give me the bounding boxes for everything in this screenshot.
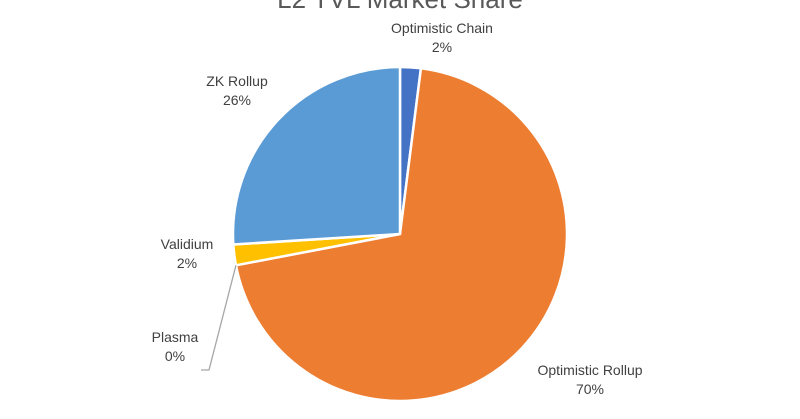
slice-label-zk-rollup: ZK Rollup 26% (206, 73, 268, 108)
slice-label-plasma: Plasma 0% (152, 329, 199, 364)
slice-label-category: Optimistic Rollup (537, 362, 642, 378)
slice-label-category: Plasma (152, 329, 199, 345)
slice-label-category: Optimistic Chain (391, 20, 493, 36)
slice-label-percent: 0% (165, 348, 185, 364)
leader-lines (201, 265, 237, 371)
slice-label-percent: 2% (177, 255, 197, 271)
slice-label-category: ZK Rollup (206, 73, 268, 89)
slice-label-validium: Validium 2% (161, 236, 214, 271)
pie-slice-zk-rollup (231, 65, 402, 246)
pie-slices (231, 65, 569, 403)
slice-label-optimistic-rollup: Optimistic Rollup 70% (537, 362, 642, 397)
leader-line-plasma (201, 265, 237, 371)
pie-slice-optimistic-rollup (234, 67, 569, 403)
slice-label-percent: 26% (223, 92, 251, 108)
slice-label-percent: 2% (432, 39, 452, 55)
slice-labels: Optimistic Chain 2% Optimistic Rollup 70% Pl… (152, 20, 643, 397)
slice-label-percent: 70% (576, 381, 604, 397)
slice-label-optimistic-chain: Optimistic Chain 2% (391, 20, 493, 55)
chart-title: L2 TVL Market Share (277, 0, 523, 14)
slice-label-category: Validium (161, 236, 214, 252)
